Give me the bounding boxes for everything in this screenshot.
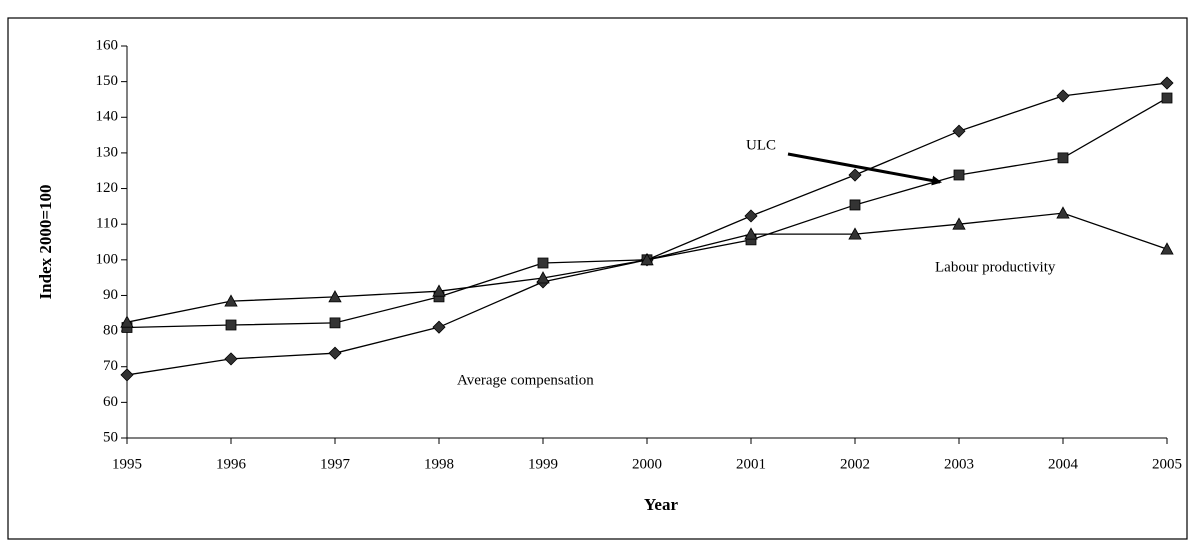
data-point bbox=[744, 227, 758, 240]
data-point bbox=[120, 315, 134, 328]
y-tick-label: 50 bbox=[103, 429, 118, 445]
data-point bbox=[432, 320, 446, 334]
data-point bbox=[1160, 242, 1174, 255]
data-point bbox=[952, 217, 966, 230]
data-point bbox=[1160, 76, 1174, 90]
data-point bbox=[120, 368, 134, 382]
y-tick-label: 110 bbox=[96, 216, 118, 232]
x-tick-label: 2000 bbox=[632, 456, 662, 472]
data-point bbox=[848, 168, 862, 182]
series-line bbox=[126, 82, 1168, 376]
x-tick-label: 2001 bbox=[736, 456, 766, 472]
data-point bbox=[537, 257, 549, 269]
data-point bbox=[1057, 152, 1069, 164]
data-point bbox=[432, 284, 446, 297]
y-tick-label: 130 bbox=[96, 144, 119, 160]
annotation-arrow bbox=[787, 152, 942, 186]
y-tick-label: 120 bbox=[96, 180, 119, 196]
data-point bbox=[225, 319, 237, 331]
y-tick-label: 90 bbox=[103, 287, 118, 303]
x-tick-label: 2005 bbox=[1152, 456, 1182, 472]
chart-border bbox=[7, 17, 1188, 540]
x-tick-label: 1996 bbox=[216, 456, 247, 472]
data-point bbox=[328, 346, 342, 360]
y-tick-label: 160 bbox=[96, 37, 119, 53]
y-tick-label: 60 bbox=[103, 394, 118, 410]
data-point bbox=[848, 227, 862, 240]
y-axis-title: Index 2000=100 bbox=[36, 184, 55, 299]
y-tick-label: 100 bbox=[96, 251, 119, 267]
x-tick-label: 1999 bbox=[528, 456, 558, 472]
data-point bbox=[849, 199, 861, 211]
data-point bbox=[1056, 89, 1070, 103]
data-point bbox=[329, 317, 341, 329]
y-tick-label: 70 bbox=[103, 358, 118, 374]
series-line bbox=[126, 97, 1168, 329]
data-point bbox=[640, 252, 654, 266]
y-tick-label: 150 bbox=[96, 73, 119, 89]
data-point bbox=[952, 124, 966, 138]
data-point bbox=[1161, 92, 1173, 104]
x-tick-label: 1997 bbox=[320, 456, 351, 472]
x-tick-label: 2003 bbox=[944, 456, 974, 472]
series-annotation: ULC bbox=[746, 137, 776, 153]
data-point bbox=[1056, 206, 1070, 219]
series-annotation: Labour productivity bbox=[935, 259, 1056, 275]
data-point bbox=[328, 290, 342, 303]
series-annotation: Average compensation bbox=[457, 372, 594, 388]
x-tick-label: 1998 bbox=[424, 456, 454, 472]
x-tick-label: 1995 bbox=[112, 456, 142, 472]
y-tick-label: 140 bbox=[96, 109, 119, 125]
x-tick-label: 2004 bbox=[1048, 456, 1079, 472]
data-point bbox=[536, 271, 550, 284]
data-point bbox=[953, 169, 965, 181]
x-axis-title: Year bbox=[644, 495, 678, 514]
data-point bbox=[224, 352, 238, 366]
x-tick-label: 2002 bbox=[840, 456, 870, 472]
data-point bbox=[224, 294, 238, 307]
y-tick-label: 80 bbox=[103, 323, 118, 339]
data-point bbox=[744, 209, 758, 223]
